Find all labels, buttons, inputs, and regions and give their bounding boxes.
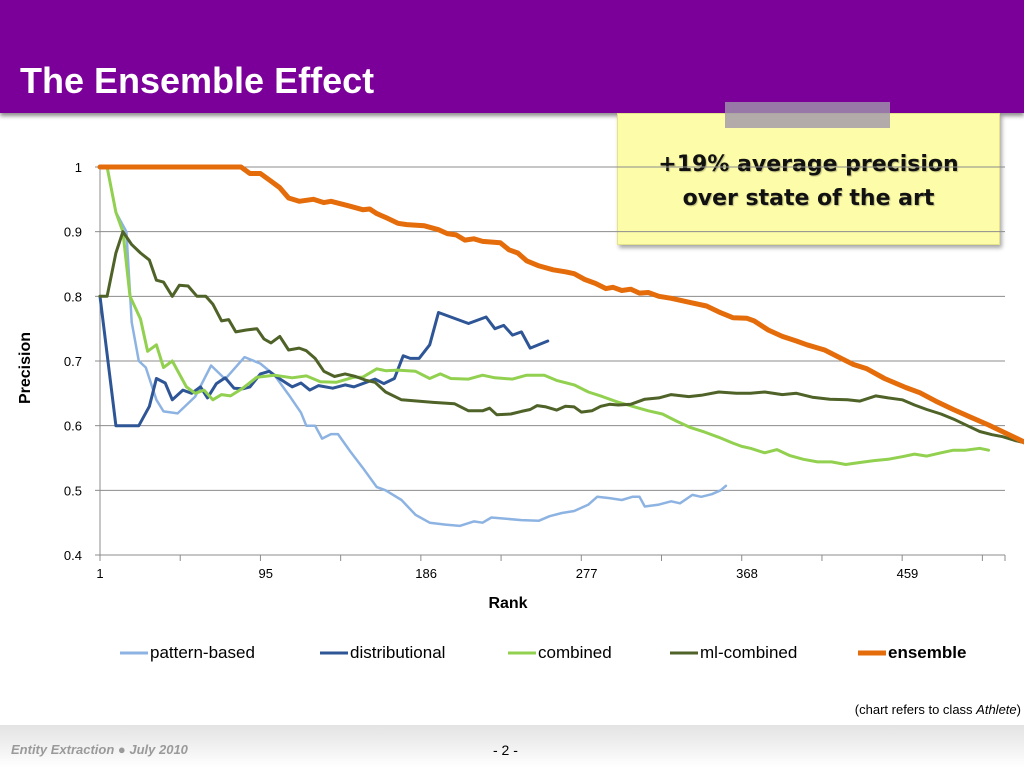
legend-label-pattern-based: pattern-based <box>150 643 255 662</box>
series-line-ml-combined <box>98 230 1024 445</box>
page-number: - 2 - <box>493 742 518 758</box>
legend-label-combined: combined <box>538 643 612 662</box>
series-lines <box>97 164 1024 528</box>
x-tick-label: 1 <box>96 566 103 581</box>
legend-label-ensemble: ensemble <box>888 643 966 662</box>
note-tape <box>725 102 890 128</box>
caption-class: Athlete <box>976 702 1017 717</box>
y-tick-label: 0.8 <box>64 289 82 304</box>
y-tick-label: 0.5 <box>64 483 82 498</box>
y-tick-label: 1 <box>75 160 82 175</box>
y-tick-label: 0.4 <box>64 548 82 563</box>
x-tick-label: 459 <box>897 566 919 581</box>
y-tick-label: 0.7 <box>64 354 82 369</box>
x-tick-label: 368 <box>736 566 758 581</box>
x-tick-label: 277 <box>576 566 598 581</box>
x-tick-label: 95 <box>258 566 272 581</box>
legend-label-distributional: distributional <box>350 643 445 662</box>
footer-bar <box>0 725 1024 768</box>
caption-prefix: (chart refers to class <box>854 702 977 717</box>
precision-rank-chart: 0.4 0.5 0.6 0.7 0.8 0.9 1 1 95 186 277 368 459 patte… <box>17 160 1024 662</box>
series-line-combined <box>98 165 991 466</box>
caption-suffix: ) <box>1016 702 1021 717</box>
gridlines <box>100 166 1005 491</box>
sticky-note-text: +19% average precision over state of the… <box>618 148 999 216</box>
series-line-ensemble <box>97 164 1024 445</box>
chart-caption: (chart refers to class Athlete) <box>855 702 1021 717</box>
footer-text: Entity Extraction ● July 2010 <box>11 742 188 757</box>
series-line-distributional <box>98 294 550 428</box>
slide-title: The Ensemble Effect <box>20 60 375 101</box>
series-line-pattern-based <box>98 165 728 528</box>
x-tick-label: 186 <box>415 566 437 581</box>
note-line-1: +19% average precision <box>658 152 959 177</box>
legend: pattern-based distributional combined ml-co… <box>120 643 966 662</box>
y-tick-label: 0.9 <box>64 225 82 240</box>
y-tick-label: 0.6 <box>64 419 82 434</box>
sticky-note: +19% average precision over state of the… <box>617 113 1000 245</box>
y-axis-label: Precision <box>17 332 34 404</box>
header-bar <box>0 0 1024 113</box>
legend-label-ml-combined: ml-combined <box>700 643 797 662</box>
note-line-2: over state of the art <box>682 186 935 211</box>
x-axis-label: Rank <box>488 595 527 612</box>
axes: 0.4 0.5 0.6 0.7 0.8 0.9 1 1 95 186 277 368 459 <box>64 160 1006 581</box>
